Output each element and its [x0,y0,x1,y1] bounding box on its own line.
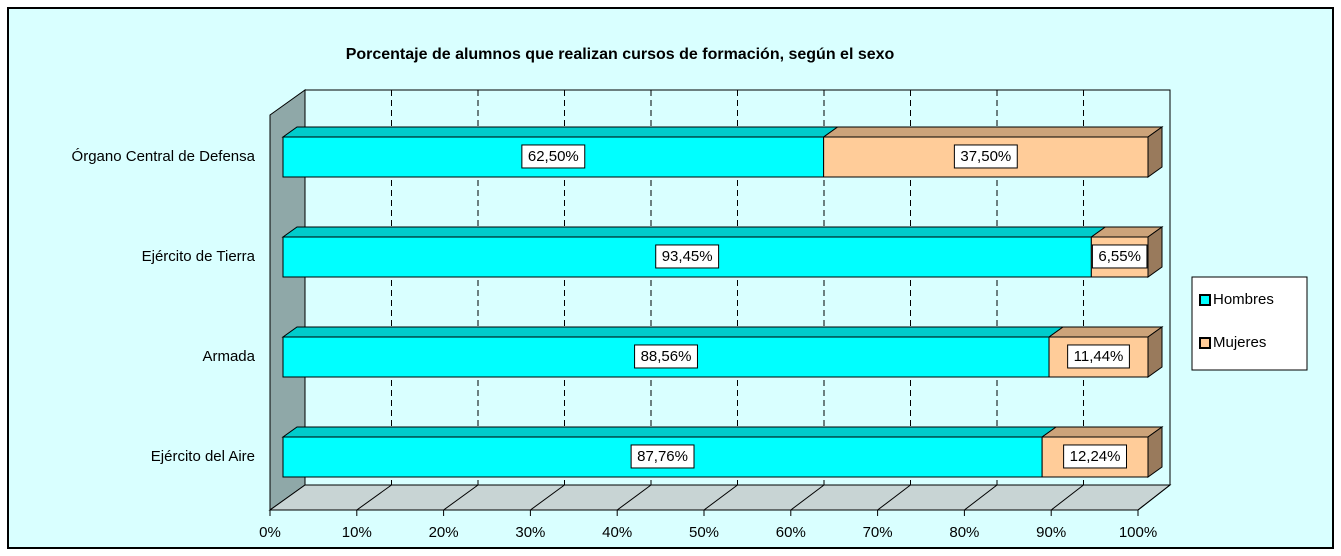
data-label-box [1067,344,1130,369]
bar-top [281,126,840,138]
data-label-box [630,444,695,469]
bar-top [1040,426,1164,438]
x-tick-label: 60% [776,524,806,541]
x-tick-label: 20% [429,524,459,541]
floor-grid-line [964,484,998,511]
data-label-box [1063,444,1127,469]
chart-title: Porcentaje de alumnos que realizan curso… [346,46,895,63]
bar-top [281,226,1107,238]
data-label-box [521,144,586,169]
x-tick-label: 100% [1119,524,1157,541]
data-label: 62,50% [528,148,579,165]
x-tick-label: 90% [1036,524,1066,541]
x-tick-label: 10% [342,524,372,541]
data-label: 93,45% [662,248,713,265]
bar-top [822,126,1164,138]
data-label: 88,56% [641,348,692,365]
data-label-box [1091,244,1148,269]
bar-top [1047,326,1164,338]
data-label: 11,44% [1074,348,1124,365]
bar [282,136,825,178]
y-tick-label: Ejército del Aire [151,448,255,465]
floor-grid-line [443,484,479,511]
x-tick-label: 50% [689,524,719,541]
floor-grid-line [616,484,652,511]
bar-top [281,426,1058,438]
bar-top [281,326,1065,338]
data-label: 6,55% [1098,248,1141,265]
legend-label: Hombres [1213,291,1274,308]
legend-label: Mujeres [1213,334,1266,351]
data-label-box [655,244,720,269]
x-tick-label: 30% [515,524,545,541]
data-label-box [634,344,698,369]
y-tick-label: Órgano Central de Defensa [72,148,256,165]
data-label: 37,50% [960,148,1011,165]
y-tick-label: Ejército de Tierra [142,248,256,265]
legend-swatch [1199,294,1211,306]
data-label: 12,24% [1070,448,1121,465]
data-label: 87,76% [637,448,688,465]
legend [1191,276,1308,371]
x-tick-label: 70% [863,524,893,541]
x-tick-label: 0% [259,524,281,541]
floor-grid-line [877,484,911,511]
legend-swatch [1199,337,1211,349]
x-tick-label: 80% [949,524,979,541]
floor-grid-line [1050,484,1084,511]
floor-grid-line [1137,484,1171,511]
floor-grid-line [790,484,825,511]
data-label-box [953,144,1018,169]
floor-grid-line [356,484,392,511]
y-tick-label: Armada [202,348,255,365]
x-tick-label: 40% [602,524,632,541]
floor-grid-line [530,484,565,511]
floor-grid-line [703,484,738,511]
